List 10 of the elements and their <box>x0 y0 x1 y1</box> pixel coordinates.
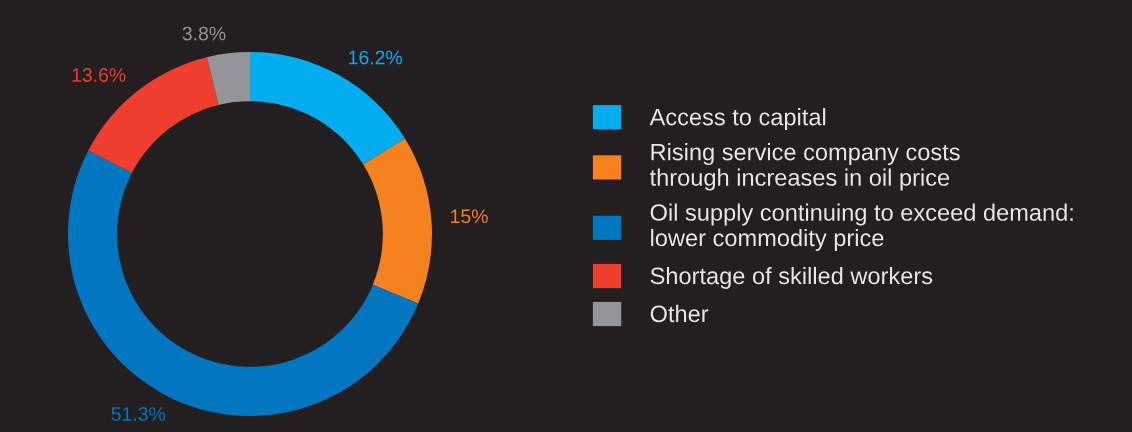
data-label: 51.3% <box>111 407 166 421</box>
legend-label: Rising service company costs through increases in oil price <box>649 143 960 191</box>
legend-label: Other <box>650 304 709 323</box>
legend-label: Access to capital <box>649 108 826 131</box>
data-label: 3.8% <box>182 26 226 41</box>
data-label: 15% <box>451 209 488 224</box>
legend-label: Shortage of skilled workers <box>650 266 933 289</box>
legend-label: Oil supply continuing to exceed demand: lower commodity price <box>650 203 1073 251</box>
data-label: 16.2% <box>349 50 403 65</box>
data-label: 13.6% <box>72 68 126 82</box>
